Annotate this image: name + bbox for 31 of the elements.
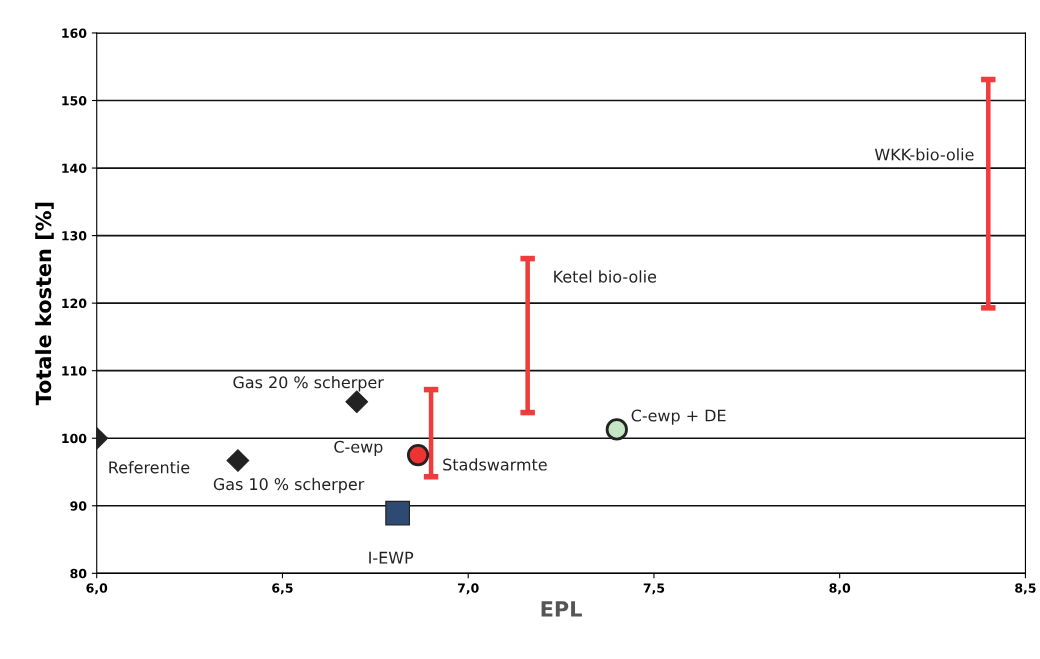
x-tick-label: 6,0	[86, 583, 108, 595]
series-label: Ketel bio-olie	[554, 270, 657, 283]
series-label: Gas 20 % scherper	[233, 375, 384, 392]
point	[385, 500, 410, 526]
x-tick-label: 8,0	[829, 583, 851, 595]
series-label: WKK-bio-olie	[874, 148, 974, 161]
series-label: Gas 10 % scherper	[213, 477, 365, 494]
series-label: Stadswarmte	[443, 458, 547, 471]
x-tick-label: 7,5	[643, 583, 665, 595]
point	[226, 449, 250, 472]
y-axis-title: Totale kosten [%]	[35, 202, 54, 406]
x-tick-label: 7,0	[457, 583, 479, 595]
point	[345, 390, 369, 414]
x-axis-title: EPL	[541, 601, 582, 617]
series-label: I-EWP	[369, 551, 414, 564]
series-label: Referentie	[109, 461, 190, 474]
y-tick-label: 80	[70, 568, 87, 579]
x-tick-label: 8,5	[1015, 583, 1036, 595]
y-tick-label: 160	[62, 28, 87, 38]
point	[406, 444, 430, 467]
series-label: C-ewp	[334, 440, 383, 456]
y-tick-label: 90	[70, 501, 87, 511]
point	[605, 418, 628, 441]
y-tick-label: 110	[62, 366, 87, 376]
y-tick-label: 100	[62, 433, 87, 444]
y-tick-label: 120	[62, 298, 87, 309]
y-tick-label: 140	[62, 163, 87, 173]
y-tick-label: 130	[62, 231, 87, 241]
x-tick-label: 6,5	[272, 583, 293, 595]
y-tick-label: 150	[62, 95, 87, 106]
series-label: C-ewp + DE	[631, 409, 726, 425]
